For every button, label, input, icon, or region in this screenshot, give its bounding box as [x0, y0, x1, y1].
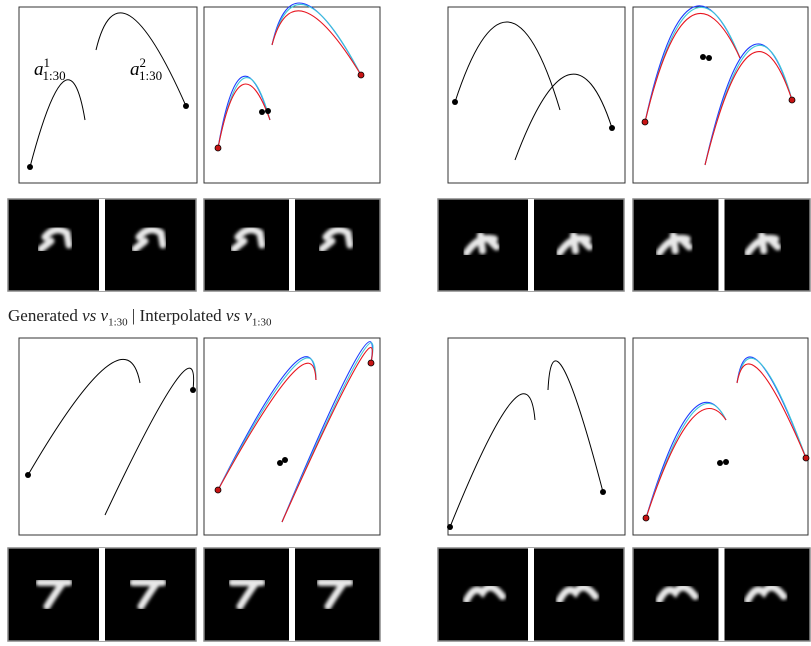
- end-dot: [452, 99, 458, 105]
- separator: [289, 548, 295, 641]
- end-dot: [368, 360, 374, 366]
- interpolated-trajectory: [272, 11, 361, 75]
- separator: [289, 199, 295, 291]
- trajectory: [30, 80, 85, 167]
- end-dot: [600, 489, 606, 495]
- end-dot: [190, 387, 196, 393]
- trajectory: [548, 361, 603, 492]
- generated-trajectory: [737, 357, 806, 458]
- object-dot: [700, 54, 706, 60]
- end-dot: [643, 515, 649, 521]
- plot-frame: [19, 7, 197, 183]
- trajectory: [515, 74, 612, 160]
- subscript: 1:30: [139, 68, 162, 83]
- object-dot: [259, 109, 265, 115]
- interpolated-trajectory: [218, 363, 316, 490]
- object-dot: [723, 459, 729, 465]
- generated-trajectory: [645, 6, 740, 122]
- end-dot: [642, 119, 648, 125]
- caption-vs: vs: [226, 306, 240, 325]
- separator: [719, 548, 725, 641]
- end-dot: [447, 524, 453, 530]
- caption: Generated vs v1:30 | Interpolated vs v1:…: [8, 306, 271, 328]
- separator: [528, 548, 534, 641]
- interpolated-trajectory: [646, 408, 726, 518]
- end-dot: [215, 145, 221, 151]
- generated-trajectory: [705, 45, 792, 165]
- trajectory-label: a21:30: [130, 55, 162, 83]
- object-dot: [717, 460, 723, 466]
- plot-frame: [633, 338, 808, 535]
- end-dot: [789, 97, 795, 103]
- end-dot: [215, 487, 221, 493]
- generated-trajectory: [705, 44, 792, 165]
- separator: [99, 548, 105, 641]
- separator: [99, 199, 105, 291]
- caption-variable: v: [244, 306, 252, 325]
- end-dot: [358, 72, 364, 78]
- end-dot: [183, 103, 189, 109]
- end-dot: [25, 472, 31, 478]
- object-dot: [282, 457, 288, 463]
- caption-word: Generated: [8, 306, 78, 325]
- generated-trajectory: [218, 357, 316, 490]
- object-dot: [706, 55, 712, 61]
- caption-separator: |: [132, 306, 135, 325]
- trajectory: [455, 22, 560, 110]
- trajectory: [28, 359, 140, 475]
- interpolated-trajectory: [218, 84, 270, 148]
- caption-word: Interpolated: [140, 306, 222, 325]
- separator: [719, 199, 725, 291]
- plot-frame: [19, 338, 197, 535]
- generated-trajectory: [282, 342, 372, 522]
- figure: a11:30 a21:30 Generated vs v1:30 | Inter…: [0, 0, 811, 646]
- generated-trajectory: [218, 358, 316, 490]
- end-dot: [803, 455, 809, 461]
- separator: [528, 199, 534, 291]
- generated-trajectory: [646, 402, 726, 518]
- plot-frame: [633, 7, 808, 183]
- end-dot: [609, 125, 615, 131]
- generated-trajectory: [272, 4, 361, 75]
- interpolated-trajectory: [705, 52, 792, 165]
- object-dot: [277, 460, 283, 466]
- generated-trajectory: [645, 7, 740, 122]
- trajectory: [105, 368, 194, 515]
- generated-trajectory: [737, 358, 806, 458]
- generated-trajectory: [646, 403, 726, 518]
- caption-vs: vs: [82, 306, 96, 325]
- end-dot: [27, 164, 33, 170]
- caption-subscript: 1:30: [252, 316, 272, 328]
- caption-subscript: 1:30: [108, 316, 128, 328]
- trajectory: [450, 394, 535, 527]
- object-dot: [265, 108, 271, 114]
- plot-frame: [448, 338, 625, 535]
- subscript: 1:30: [43, 68, 66, 83]
- interpolated-trajectory: [282, 348, 372, 522]
- caption-variable: v: [101, 306, 109, 325]
